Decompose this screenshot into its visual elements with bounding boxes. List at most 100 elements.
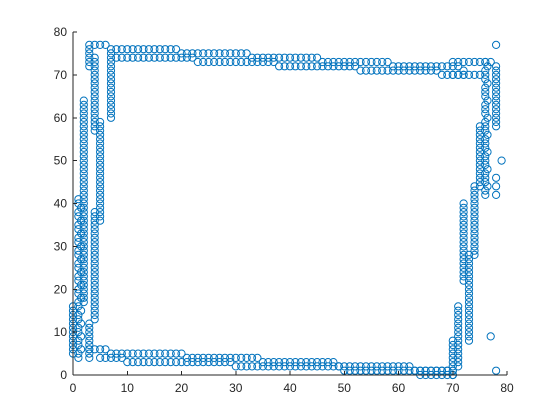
data-point: [90, 79, 99, 88]
data-point: [74, 250, 83, 259]
data-point: [481, 57, 490, 67]
data-point: [172, 349, 181, 358]
data-point: [459, 225, 468, 234]
data-point: [356, 362, 365, 371]
data-point: [150, 358, 159, 367]
data-point: [79, 268, 88, 277]
data-point: [437, 366, 446, 375]
data-point: [74, 246, 83, 255]
data-point: [161, 53, 170, 62]
data-point: [470, 246, 479, 255]
data-point: [172, 45, 181, 54]
data-point: [128, 358, 137, 367]
data-point: [106, 70, 116, 80]
data-point: [416, 366, 425, 375]
data-point: [340, 57, 349, 67]
data-point: [90, 255, 99, 264]
data-point: [106, 83, 116, 92]
data-point: [96, 208, 105, 217]
data-point: [399, 362, 408, 371]
data-point: [459, 229, 468, 238]
data-point: [90, 293, 99, 302]
data-point: [79, 242, 88, 251]
x-tick-label: 80: [500, 381, 514, 395]
data-point: [483, 79, 492, 88]
data-point: [345, 362, 354, 371]
data-point: [242, 353, 251, 362]
data-point: [481, 156, 490, 165]
data-point: [481, 92, 490, 101]
data-point: [77, 306, 86, 315]
data-point: [215, 358, 224, 367]
data-point: [464, 332, 474, 341]
data-point: [79, 113, 88, 122]
data-point: [96, 203, 105, 212]
data-point: [144, 53, 153, 62]
data-point: [79, 255, 88, 264]
data-point: [291, 358, 300, 367]
data-point: [85, 345, 94, 354]
data-point: [356, 366, 365, 375]
data-point: [253, 362, 262, 371]
data-point: [313, 358, 322, 367]
data-point: [199, 57, 208, 67]
data-point: [96, 178, 105, 187]
data-point: [258, 53, 267, 62]
data-point: [85, 49, 94, 58]
data-point: [231, 49, 240, 58]
data-point: [454, 332, 463, 341]
data-point: [443, 366, 452, 375]
data-point: [258, 362, 267, 371]
data-point: [242, 57, 251, 67]
data-point: [79, 182, 88, 191]
data-point: [90, 310, 99, 320]
data-point: [280, 62, 289, 71]
data-point: [220, 353, 229, 362]
data-point: [329, 362, 338, 371]
data-point: [177, 49, 186, 58]
data-point: [269, 358, 278, 367]
data-point: [193, 57, 202, 67]
data-point: [96, 143, 105, 152]
data-point: [492, 92, 501, 101]
data-point: [470, 190, 479, 199]
data-point: [237, 362, 246, 371]
data-point: [101, 353, 110, 362]
data-point: [106, 79, 116, 88]
data-point: [74, 349, 83, 358]
data-point: [134, 53, 143, 62]
data-point: [79, 178, 88, 187]
data-point: [492, 122, 501, 131]
data-point: [481, 75, 490, 84]
data-point: [291, 362, 300, 371]
data-point: [74, 212, 83, 221]
data-point: [459, 212, 468, 221]
data-point: [372, 57, 381, 67]
data-point: [134, 349, 143, 358]
data-point: [285, 62, 295, 71]
data-point: [459, 216, 468, 225]
data-point: [74, 323, 83, 332]
data-point: [79, 156, 88, 165]
data-point: [464, 319, 474, 328]
data-point: [90, 212, 99, 221]
data-point: [85, 319, 94, 328]
data-point: [383, 362, 392, 371]
data-point: [106, 353, 116, 362]
data-point: [112, 53, 121, 62]
data-point: [79, 186, 88, 195]
data-point: [459, 66, 468, 75]
data-point: [481, 100, 490, 110]
data-point: [448, 70, 457, 80]
data-point: [470, 225, 479, 234]
data-point: [258, 358, 267, 367]
data-point: [275, 53, 284, 62]
data-point: [106, 92, 116, 101]
data-point: [96, 135, 105, 144]
data-point: [79, 298, 88, 307]
data-point: [275, 358, 284, 367]
data-point: [90, 225, 99, 234]
data-point: [323, 62, 333, 71]
data-point: [454, 62, 463, 71]
